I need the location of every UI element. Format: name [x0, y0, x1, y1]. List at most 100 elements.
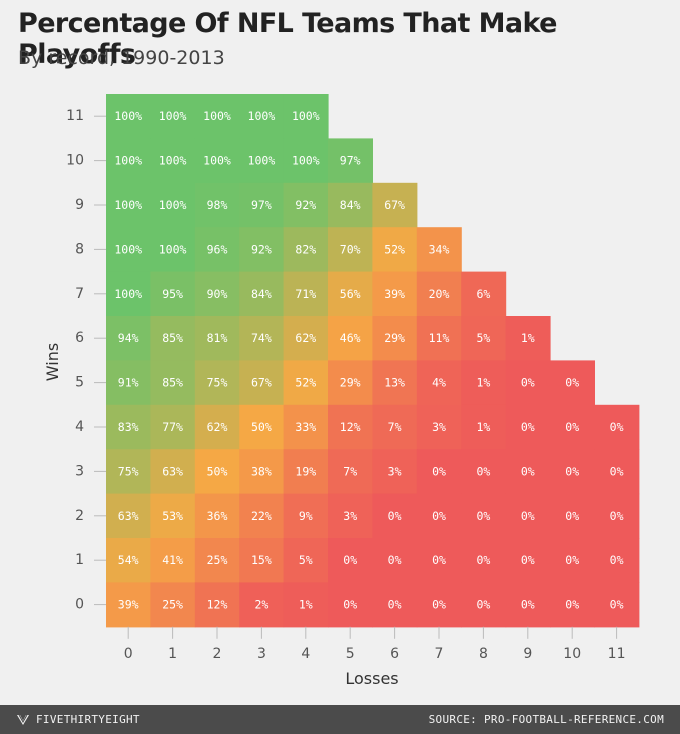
cell-value-label: 0%	[521, 464, 535, 478]
heatmap-cell	[239, 271, 285, 317]
heatmap-cell	[150, 182, 196, 228]
heatmap-cell	[372, 360, 418, 406]
cell-value-label: 34%	[429, 242, 450, 256]
cell-value-label: 12%	[340, 420, 361, 434]
cell-value-label: 7%	[343, 464, 357, 478]
heatmap-cell	[461, 538, 507, 583]
cell-value-label: 11%	[429, 331, 450, 345]
heatmap-cell	[239, 404, 285, 450]
cell-value-label: 100%	[159, 109, 187, 123]
cell-value-label: 100%	[114, 198, 142, 212]
heatmap-cell	[372, 182, 418, 228]
cell-value-label: 62%	[207, 420, 228, 434]
heatmap-cell	[194, 227, 240, 273]
heatmap-cell	[106, 227, 151, 273]
y-tick-label: 3	[75, 463, 84, 479]
heatmap-cell	[106, 404, 151, 450]
cell-value-label: 100%	[114, 109, 142, 123]
x-tick-label: 3	[257, 646, 266, 662]
heatmap-cell	[239, 182, 285, 228]
cell-value-label: 0%	[432, 598, 446, 612]
cell-value-label: 0%	[521, 376, 535, 390]
heatmap-cell	[283, 404, 329, 450]
heatmap-cell	[194, 316, 240, 361]
cell-value-label: 0%	[521, 598, 535, 612]
cell-value-label: 0%	[476, 553, 490, 567]
chart-title: Percentage Of NFL Teams That Make Playof…	[18, 8, 557, 70]
cell-value-label: 41%	[162, 553, 183, 567]
cell-value-label: 97%	[340, 154, 361, 168]
cell-value-label: 67%	[251, 376, 272, 390]
heatmap-cell	[106, 360, 151, 406]
heatmap-cell	[550, 360, 595, 406]
heatmap-cell	[328, 493, 373, 539]
cell-value-label: 63%	[118, 509, 139, 523]
heatmap-cell	[194, 582, 240, 628]
cell-value-label: 100%	[203, 154, 231, 168]
cell-value-label: 0%	[521, 553, 535, 567]
source-note: SOURCE: PRO-FOOTBALL-REFERENCE.COM	[428, 713, 664, 726]
heatmap-cell	[461, 493, 507, 539]
cell-value-label: 19%	[295, 464, 316, 478]
cell-value-label: 52%	[384, 242, 405, 256]
heatmap-cell	[505, 493, 551, 539]
y-tick-label: 10	[66, 153, 84, 169]
cell-value-label: 0%	[388, 509, 402, 523]
x-axis-ticks: 0 1 2 3 4 5 6 7 8 9 10 11	[124, 626, 626, 662]
x-tick-label: 10	[563, 646, 581, 662]
cell-value-label: 0%	[432, 464, 446, 478]
heatmap-cell	[283, 316, 329, 361]
cell-value-label: 3%	[343, 509, 357, 523]
cell-value-label: 5%	[299, 553, 313, 567]
cell-value-label: 0%	[565, 464, 579, 478]
heatmap-cell	[283, 582, 329, 628]
y-tick-label: 11	[66, 108, 84, 124]
cell-value-label: 56%	[340, 287, 361, 301]
heatmap-cell	[239, 538, 285, 583]
heatmap-cell	[372, 404, 418, 450]
cell-value-label: 3%	[388, 464, 402, 478]
heatmap-cell	[461, 582, 507, 628]
heatmap-cell	[283, 94, 329, 139]
heatmap-cell	[194, 449, 240, 495]
cell-value-label: 100%	[114, 287, 142, 301]
heatmap-cell	[239, 138, 285, 184]
brand: FIVETHIRTYEIGHT	[16, 712, 140, 727]
cell-value-label: 0%	[610, 420, 624, 434]
heatmap-cell	[328, 360, 373, 406]
x-axis-title: Losses	[345, 669, 398, 688]
cell-value-label: 75%	[118, 464, 139, 478]
heatmap-cell	[328, 449, 373, 495]
heatmap-cell	[416, 227, 462, 273]
cell-value-label: 0%	[521, 509, 535, 523]
cell-value-label: 0%	[565, 420, 579, 434]
heatmap-cell	[194, 538, 240, 583]
cell-value-label: 100%	[292, 154, 320, 168]
cell-value-label: 0%	[565, 376, 579, 390]
cell-value-label: 84%	[251, 287, 272, 301]
heatmap-cell	[194, 94, 240, 139]
cell-value-label: 6%	[476, 287, 490, 301]
heatmap-cell	[106, 138, 151, 184]
heatmap-cell	[194, 493, 240, 539]
heatmap-cell	[283, 182, 329, 228]
heatmap-cell	[150, 316, 196, 361]
cell-value-label: 1%	[476, 376, 490, 390]
heatmap-cell	[239, 582, 285, 628]
y-tick-label: 8	[75, 241, 84, 257]
cell-value-label: 100%	[248, 109, 276, 123]
heatmap-cell	[461, 449, 507, 495]
heatmap-cell	[194, 271, 240, 317]
y-tick-label: 4	[75, 419, 84, 435]
cell-value-label: 29%	[384, 331, 405, 345]
heatmap-cell	[594, 449, 640, 495]
cell-value-label: 25%	[162, 598, 183, 612]
heatmap-cell	[194, 182, 240, 228]
cell-value-label: 7%	[388, 420, 402, 434]
fivethirtyeight-logo-icon	[17, 714, 29, 725]
cell-value-label: 15%	[251, 553, 272, 567]
cell-value-label: 29%	[340, 376, 361, 390]
cell-value-label: 3%	[432, 420, 446, 434]
cell-value-label: 77%	[162, 420, 183, 434]
cell-value-label: 36%	[207, 509, 228, 523]
